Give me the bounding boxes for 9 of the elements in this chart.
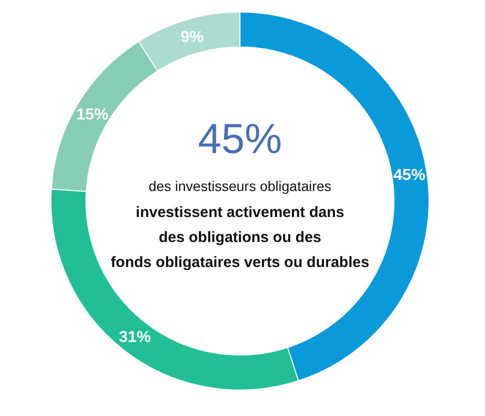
data-label: 15% (76, 106, 108, 124)
data-label: 31% (118, 329, 151, 346)
text: des obligations ou des (158, 229, 322, 246)
text: des investisseurs obligataires (148, 178, 332, 194)
data-label: 45% (393, 166, 426, 184)
text: investissent activement dans (136, 204, 344, 221)
text: 45% (198, 115, 282, 162)
data-label: 9% (180, 28, 204, 46)
text: fonds obligataires verts ou durables (110, 254, 370, 271)
